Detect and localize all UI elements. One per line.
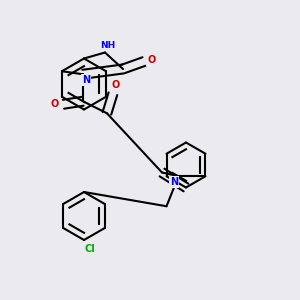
Text: Cl: Cl: [85, 244, 95, 254]
Text: O: O: [112, 80, 120, 90]
Text: O: O: [147, 55, 156, 65]
Text: NH: NH: [100, 40, 116, 50]
Text: N: N: [170, 177, 178, 187]
Text: N: N: [82, 75, 90, 85]
Text: O: O: [50, 99, 59, 109]
